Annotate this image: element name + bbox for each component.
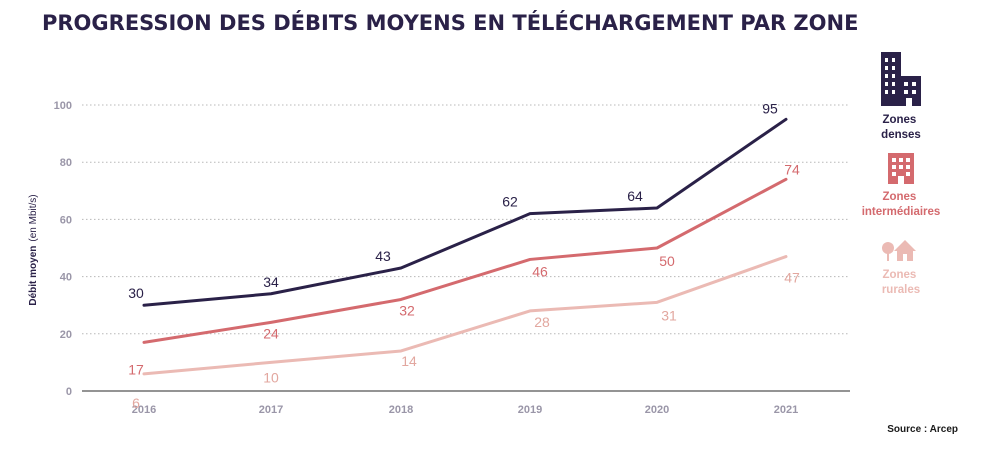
grid — [82, 104, 850, 392]
data-label: 47 — [784, 270, 800, 286]
data-label: 74 — [784, 161, 800, 177]
series-lines — [142, 117, 788, 376]
x-tick-label: 2019 — [518, 404, 542, 416]
data-label: 95 — [762, 100, 778, 116]
buildings-icon — [881, 52, 921, 106]
apartment-icon — [888, 153, 914, 184]
data-label: 32 — [399, 302, 415, 318]
x-tick-label: 2020 — [645, 404, 669, 416]
series-line-0 — [142, 117, 788, 307]
y-tick-label: 100 — [54, 100, 72, 112]
y-tick-label: 40 — [60, 272, 72, 284]
series-line-2 — [142, 255, 788, 376]
y-tick-label: 0 — [66, 386, 72, 398]
data-label: 14 — [401, 353, 417, 369]
x-tick-label: 2021 — [774, 404, 798, 416]
data-label: 50 — [659, 253, 675, 269]
series-line-1 — [142, 177, 788, 344]
data-label: 28 — [534, 314, 550, 330]
legend-item-rural: Zones rurales — [882, 269, 920, 296]
y-tick-label: 80 — [60, 157, 72, 169]
legend-item-intermediate: Zones intermédiaires — [862, 191, 941, 218]
data-label: 46 — [532, 263, 548, 279]
x-tick-label: 2016 — [132, 404, 156, 416]
y-tick-label: 60 — [60, 214, 72, 226]
data-label: 43 — [375, 248, 391, 264]
y-axis-label-bold: Débit moyen — [28, 246, 39, 306]
y-tick-label: 20 — [60, 329, 72, 341]
chart-title: PROGRESSION DES DÉBITS MOYENS EN TÉLÉCHA… — [42, 10, 858, 35]
data-label: 62 — [502, 194, 518, 210]
y-axis-label: Débit moyen (en Mbit/s) — [28, 194, 39, 305]
source-note: Source : Arcep — [887, 424, 958, 435]
y-axis-ticks: 0 20 40 60 80 100 — [54, 100, 72, 398]
data-label: 64 — [627, 188, 643, 204]
x-tick-label: 2017 — [259, 404, 283, 416]
data-label: 10 — [263, 369, 279, 385]
legend: Zones denses Zones intermédiaires Zones … — [862, 52, 941, 296]
data-label: 31 — [661, 307, 677, 323]
data-label: 24 — [263, 325, 279, 341]
data-labels: 30 34 43 62 64 95 17 24 32 46 50 74 6 10 14 28 31 47 — [128, 100, 800, 411]
data-label: 34 — [263, 274, 279, 290]
data-label: 6 — [132, 395, 140, 411]
x-tick-label: 2018 — [389, 404, 413, 416]
y-axis-label-unit: (en Mbit/s) — [28, 194, 39, 241]
data-label: 30 — [128, 285, 144, 301]
data-label: 17 — [128, 361, 144, 377]
house-tree-icon — [882, 240, 916, 261]
legend-item-dense: Zones denses — [881, 114, 921, 141]
x-axis-ticks: 2016 2017 2018 2019 2020 2021 — [132, 404, 798, 416]
